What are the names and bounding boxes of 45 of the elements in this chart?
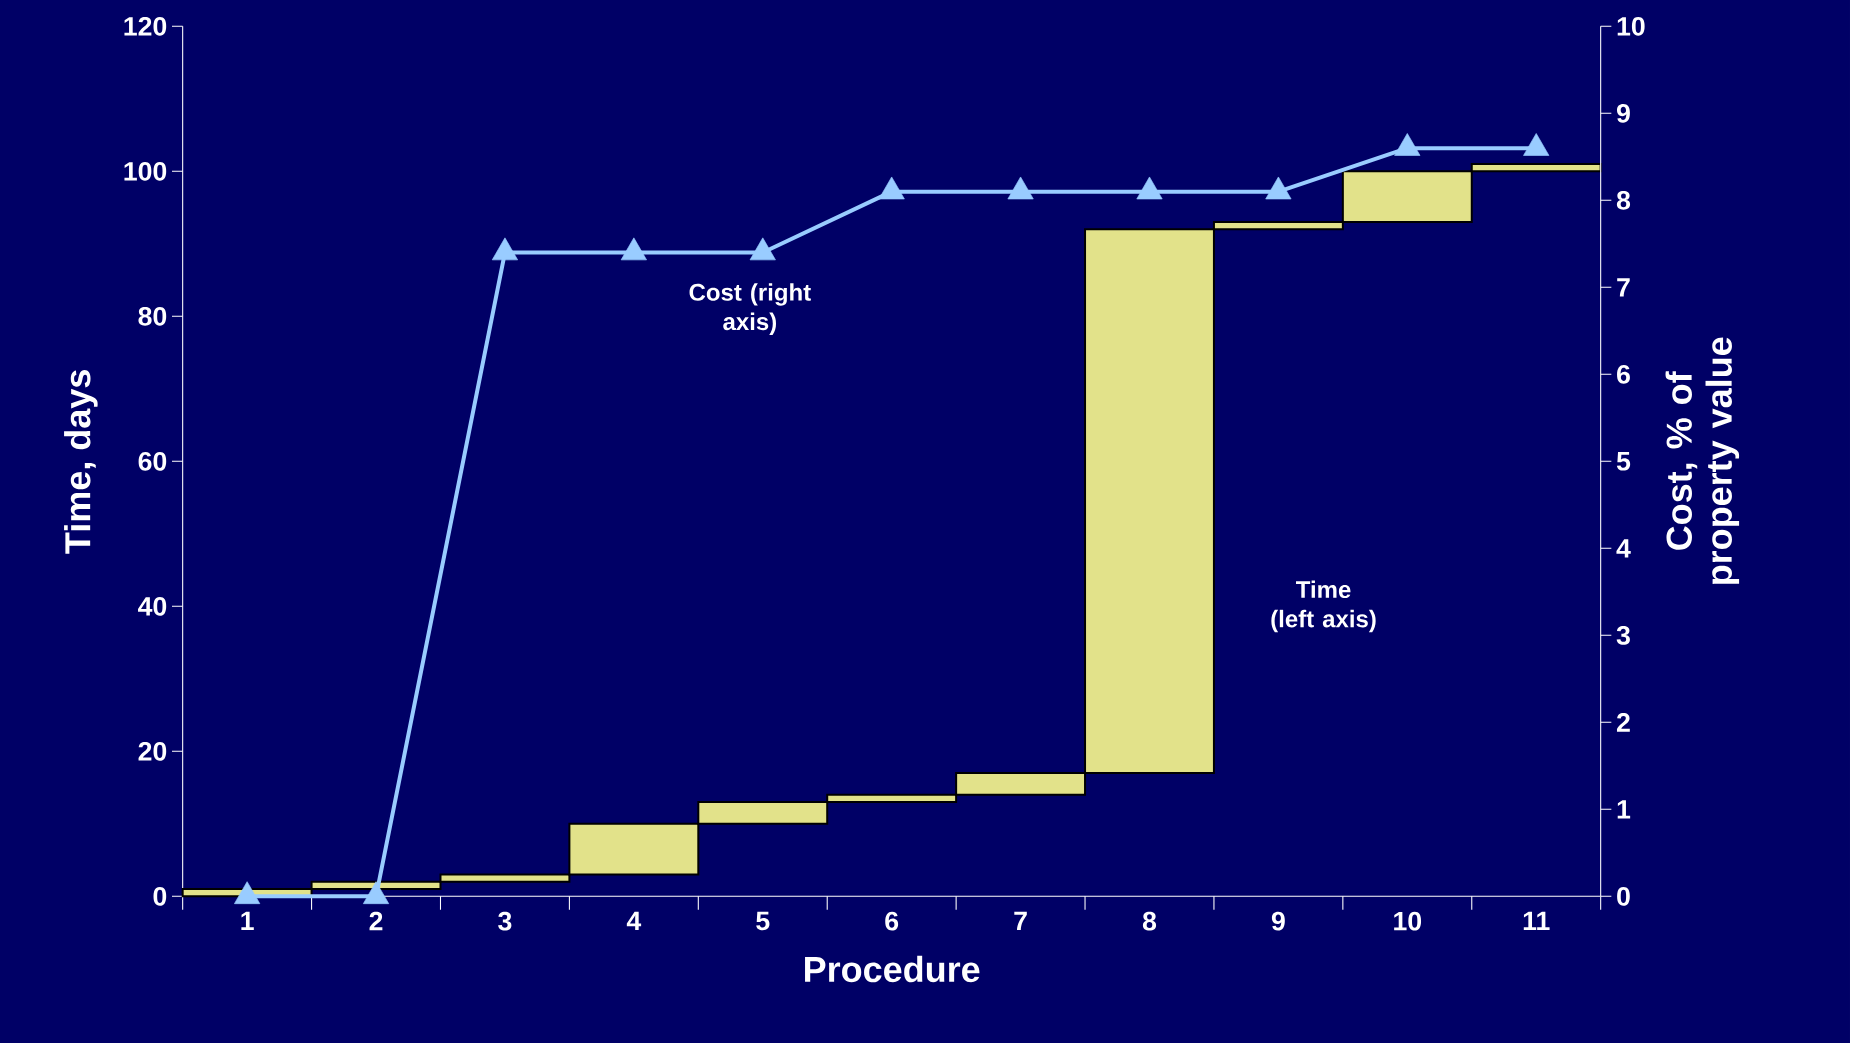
x-tick-label: 2: [369, 911, 383, 931]
x-tick-label: 8: [1142, 911, 1157, 931]
point: [234, 881, 261, 904]
text: Time (left axis): [1271, 580, 1376, 633]
y-tick-label: 60: [138, 451, 167, 471]
point: [620, 237, 647, 261]
y2-tick-label: 7: [1617, 278, 1630, 297]
y-axis-title: Time, days: [64, 370, 98, 554]
x-tick-label: 10: [1394, 911, 1422, 931]
x-tick-label: 6: [885, 911, 899, 931]
point: [749, 237, 776, 261]
y2-tick-label: 2: [1616, 713, 1630, 732]
series-label: Cost (right axis): [689, 283, 811, 335]
point: [1265, 176, 1292, 200]
x-tick-label: 7: [1014, 911, 1027, 931]
y2-tick-label: 6: [1617, 364, 1630, 384]
y-tick-label: 20: [138, 741, 167, 761]
y-tick-label: 80: [138, 306, 167, 326]
point: [1394, 133, 1421, 156]
x-tick-label: 1: [241, 911, 254, 931]
y2-tick-label: 9: [1616, 103, 1630, 123]
x-tick-label: 3: [498, 911, 512, 931]
y-tick-label: 100: [124, 161, 167, 181]
x-tick-label: 11: [1523, 911, 1550, 931]
y2-tick-label: 3: [1616, 625, 1630, 645]
y2-tick-label: 1: [1617, 800, 1631, 819]
point: [1136, 176, 1163, 200]
point: [362, 881, 390, 904]
x-axis-title: Procedure: [805, 955, 980, 983]
point: [1523, 133, 1550, 156]
y-tick-label: 0: [153, 886, 167, 906]
y2-tick-label: 4: [1616, 539, 1631, 558]
point: [1007, 176, 1034, 200]
x-tick-label: 5: [756, 911, 770, 931]
y2-tick-label: 10: [1617, 16, 1645, 36]
point: [878, 176, 905, 200]
y2-tick-label: 0: [1617, 886, 1630, 906]
y2-tick-label: 8: [1616, 190, 1631, 210]
y-tick-label: 120: [124, 16, 167, 36]
y2-axis-title: Cost, % of property value: [1665, 337, 1740, 584]
y-tick-label: 40: [138, 596, 167, 616]
y2-tick-label: 5: [1616, 452, 1631, 471]
x-tick-label: 9: [1271, 911, 1285, 931]
point: [491, 237, 518, 261]
x-tick-label: 4: [626, 911, 642, 931]
